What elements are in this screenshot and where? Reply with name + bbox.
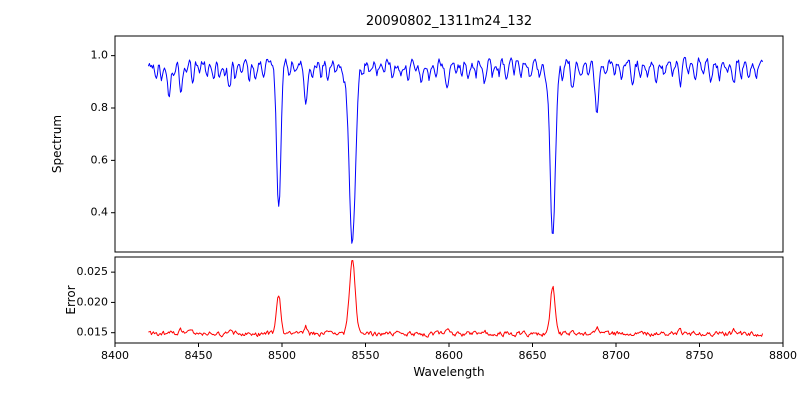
spectrum-axes-box [114,35,784,253]
spectrum-line [147,56,764,244]
spectrum-y-tick-label: 0.6 [91,153,109,166]
x-tick-label: 8650 [519,349,547,362]
x-tick-label: 8700 [602,349,630,362]
error-line [148,260,764,338]
x-tick-label: 8600 [435,349,463,362]
x-tick-label: 8500 [268,349,296,362]
x-tick-label: 8750 [686,349,714,362]
x-axis-label: Wavelength [413,365,485,379]
spectrum-y-tick-label: 1.0 [91,49,109,62]
x-tick-label: 8450 [185,349,213,362]
chart-title: 20090802_1311m24_132 [365,14,533,29]
x-tick-label: 8800 [769,349,797,362]
error-y-tick-label: 0.015 [77,326,109,339]
x-tick-label: 8400 [101,349,129,362]
error-y-tick-label: 0.020 [77,295,109,308]
x-tick-label: 8550 [352,349,380,362]
spectrum-y-tick-label: 0.8 [91,101,109,114]
spectrum-y-tick-label: 0.4 [91,206,109,219]
error-y-tick-label: 0.025 [77,265,109,278]
